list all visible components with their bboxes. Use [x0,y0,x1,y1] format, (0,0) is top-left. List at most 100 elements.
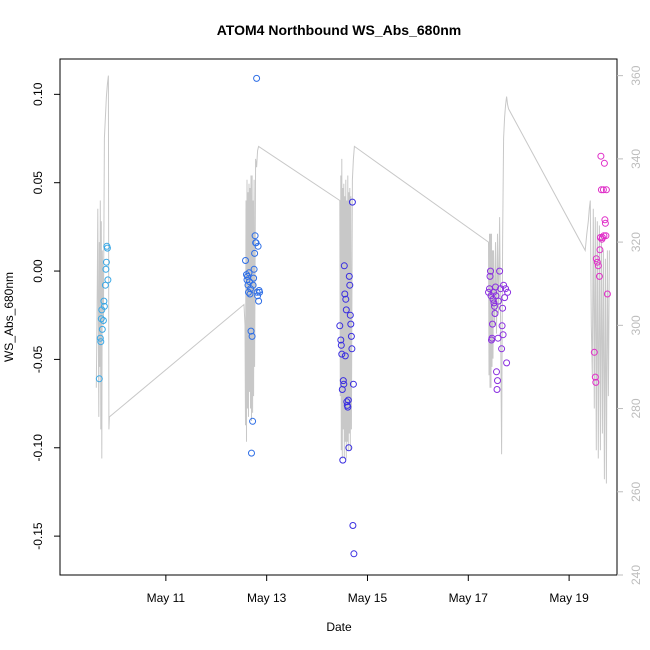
data-point [493,386,501,393]
data-point [597,186,605,194]
data-point [253,288,261,296]
data-point [499,331,507,339]
data-point [247,327,255,335]
y2-tick-label: 360 [629,65,643,85]
data-point [250,265,258,273]
y2-tick-label: 240 [629,565,643,585]
data-point [254,242,262,250]
data-point [251,232,259,240]
data-point [246,290,254,298]
data-point [487,267,494,275]
y2-axis: 360 340 320 300 280 260 240 [617,65,643,585]
data-point [95,375,103,383]
data-point [346,281,354,289]
data-point [96,334,104,342]
data-point [602,232,610,240]
data-point [344,403,352,411]
data-point [97,315,105,323]
data-point [245,269,253,277]
y2-tick-label: 280 [629,398,643,418]
data-point [98,325,106,333]
y-tick-label: -0.15 [31,522,45,550]
x-tick-label: May 11 [147,591,186,605]
data-point [498,345,506,353]
data-point [594,262,602,270]
data-point [602,186,610,194]
data-point [341,290,349,298]
data-point [598,234,606,241]
data-point [600,159,608,167]
data-point [493,368,500,376]
y-tick-label: 0.05 [31,171,45,195]
data-point [346,311,354,319]
data-point [495,297,502,305]
data-point [249,281,257,289]
y2-tick-label: 260 [629,481,643,501]
data-point [347,332,355,340]
data-point [504,288,512,296]
data-point [242,257,249,264]
data-point [253,74,261,82]
y-axis: 0.10 0.05 0.00 -0.05 -0.10 -0.15 [31,82,60,550]
data-point [494,377,501,385]
data-point [592,255,600,263]
y2-tick-label: 320 [629,232,643,252]
data-point [489,320,496,328]
data-point [339,377,347,385]
data-point [246,278,253,286]
data-point [252,239,260,247]
data-point [344,396,352,404]
data-point [102,265,110,273]
data-point [248,449,255,457]
x-tick-label: May 19 [549,591,589,605]
data-point [97,338,105,346]
data-point [597,152,605,160]
data-point [103,244,111,252]
data-point [498,322,506,330]
data-point [348,345,356,353]
data-point [248,332,256,340]
y-tick-label: 0.00 [31,259,45,283]
data-point [347,320,355,328]
data-point [599,186,607,194]
data-point [345,444,353,452]
y-tick-label: -0.05 [31,345,45,373]
data-point [343,398,351,406]
data-point [256,288,264,296]
data-point [339,456,347,464]
data-point [341,352,349,360]
data-point [593,258,601,266]
secondary-trace-line [95,75,610,484]
data-point [337,336,345,344]
x-axis: May 11 May 13 May 15 May 17 May 19 [147,575,589,605]
y2-tick-label: 340 [629,149,643,169]
data-point [340,380,348,388]
data-point [349,380,357,388]
plot-frame [59,58,618,576]
data-point [345,272,353,280]
y-tick-label: -0.10 [31,434,45,462]
data-point [496,267,504,275]
data-point [337,341,345,349]
data-point [348,198,356,206]
data-point [590,348,598,356]
data-point [342,295,350,303]
data-point [340,262,348,270]
data-point [503,359,511,367]
data-point [104,276,112,284]
data-point [250,274,258,282]
x-tick-label: May 13 [247,591,287,605]
data-point [601,216,609,224]
chart-title: ATOM4 Northbound WS_Abs_680nm [217,22,462,38]
data-point [600,232,608,240]
data-point [500,281,508,289]
data-point [349,522,357,529]
data-point [494,334,502,342]
data-point [502,285,510,293]
data-point [350,550,358,558]
data-point [592,378,600,386]
data-point [499,304,507,312]
secondary-trace-layer [95,75,610,484]
data-point [100,302,108,310]
